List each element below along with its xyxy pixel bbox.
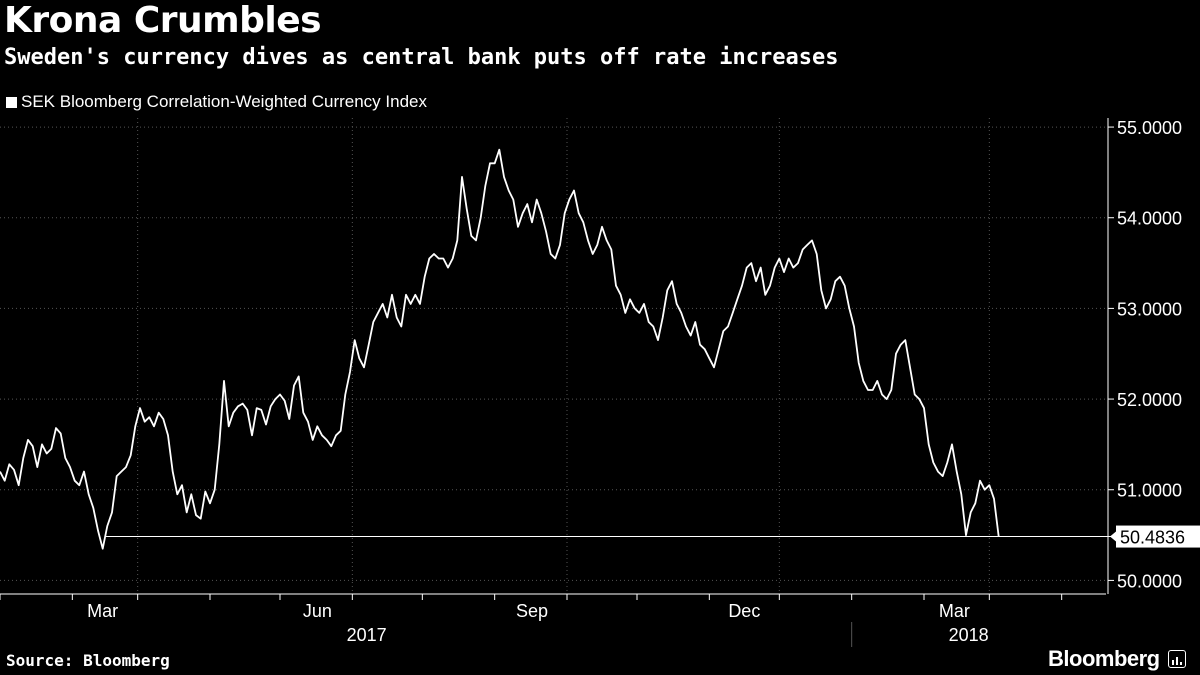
chart-title: Krona Crumbles — [4, 0, 322, 41]
source-note: Source: Bloomberg — [6, 651, 170, 670]
y-tick-label: 51.0000 — [1117, 481, 1182, 501]
y-tick-label: 54.0000 — [1117, 209, 1182, 229]
label-layer: 55.0000 54.0000 53.0000 52.0000 51.0000 50.00… — [87, 118, 1182, 645]
x-tick-label: Jun — [303, 601, 332, 621]
y-tick-label: 53.0000 — [1117, 299, 1182, 319]
legend-swatch — [6, 96, 17, 108]
y-tick-label: 52.0000 — [1117, 390, 1182, 410]
y-tick-label: 50.0000 — [1117, 571, 1182, 591]
reference-marker — [1110, 531, 1116, 542]
legend: SEK Bloomberg Correlation-Weighted Curre… — [6, 92, 427, 112]
y-tick-label: 55.0000 — [1117, 118, 1182, 138]
reference-label: 50.4836 — [1120, 528, 1185, 548]
series-line — [0, 148, 1000, 550]
year-label: 2017 — [347, 625, 387, 645]
grid-layer — [0, 118, 1106, 594]
bloomberg-terminal-icon — [1167, 650, 1186, 668]
chart-subtitle: Sweden's currency dives as central bank … — [4, 45, 839, 70]
x-tick-label: Sep — [516, 601, 548, 621]
reference-layer: 50.4836 — [105, 525, 1200, 548]
brand-logo: Bloomberg — [1048, 646, 1186, 672]
series-layer — [0, 148, 1000, 550]
legend-label: SEK Bloomberg Correlation-Weighted Curre… — [21, 92, 427, 111]
axis-layer — [0, 118, 1114, 647]
brand-name: Bloomberg — [1048, 646, 1160, 671]
year-label: 2018 — [949, 625, 989, 645]
x-tick-label: Mar — [939, 601, 970, 621]
x-tick-label: Dec — [728, 601, 760, 621]
x-tick-label: Mar — [87, 601, 118, 621]
reference-label-box — [1116, 525, 1200, 548]
